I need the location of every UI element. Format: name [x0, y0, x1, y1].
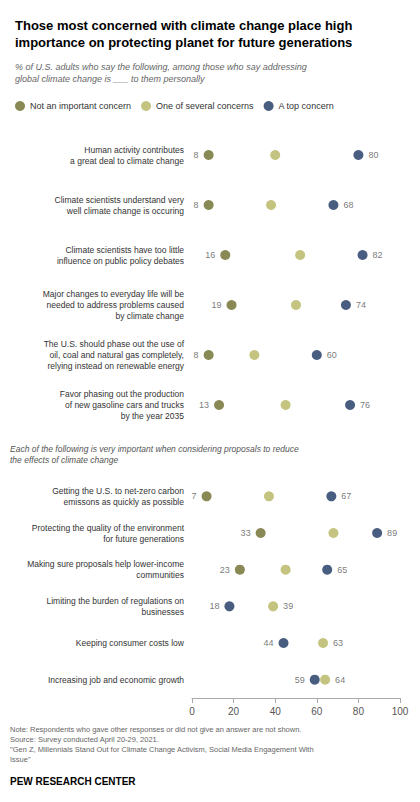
svg-text:Major changes to everyday life: Major changes to everyday life will be [43, 289, 185, 299]
svg-text:Protecting the quality of the: Protecting the quality of the environmen… [32, 523, 185, 533]
svg-text:68: 68 [343, 200, 353, 210]
svg-text:33: 33 [241, 528, 251, 538]
svg-text:Making sure proposals help low: Making sure proposals help lower-income [27, 559, 184, 569]
svg-text:businesses: businesses [141, 607, 184, 617]
svg-text:60: 60 [327, 350, 337, 360]
svg-text:80: 80 [368, 150, 378, 160]
svg-text:Climate scientists have too li: Climate scientists have too little [65, 245, 184, 255]
svg-text:7: 7 [192, 491, 197, 501]
svg-text:76: 76 [360, 400, 370, 410]
svg-text:8: 8 [194, 150, 199, 160]
svg-text:8: 8 [194, 200, 199, 210]
svg-text:16: 16 [205, 250, 215, 260]
svg-text:well climate change is occurin: well climate change is occuring [66, 206, 184, 216]
svg-text:a great deal to climate change: a great deal to climate change [70, 156, 184, 166]
svg-text:the effects of climate change: the effects of climate change [10, 455, 118, 465]
svg-text:Favor phasing out the producti: Favor phasing out the production [60, 389, 185, 399]
svg-text:needed to address problems cau: needed to address problems caused [46, 300, 184, 310]
svg-text:80: 80 [353, 706, 365, 717]
svg-text:Issue": Issue" [10, 755, 31, 764]
svg-text:Not an important concern: Not an important concern [30, 101, 131, 111]
svg-text:Getting the U.S. to net-zero c: Getting the U.S. to net-zero carbon [52, 486, 184, 496]
svg-text:23: 23 [220, 565, 230, 575]
svg-text:0: 0 [189, 706, 195, 717]
svg-text:64: 64 [335, 675, 345, 685]
svg-text:40: 40 [270, 706, 282, 717]
svg-text:89: 89 [387, 528, 397, 538]
svg-text:Source: Survey conducted April: Source: Survey conducted April 20-29, 20… [10, 735, 159, 744]
svg-text:Increasing job and economic gr: Increasing job and economic growth [48, 675, 184, 685]
svg-text:% of U.S. adults who say the f: % of U.S. adults who say the following, … [15, 62, 307, 72]
svg-text:Climate scientists understand: Climate scientists understand very [55, 195, 185, 205]
svg-text:Keeping consumer costs low: Keeping consumer costs low [76, 638, 185, 648]
svg-text:by the year 2035: by the year 2035 [121, 411, 185, 421]
svg-text:for future generations: for future generations [103, 534, 184, 544]
svg-text:65: 65 [337, 565, 347, 575]
svg-text:relying instead on renewable e: relying instead on renewable energy [47, 361, 184, 371]
svg-text:PEW RESEARCH CENTER: PEW RESEARCH CENTER [10, 776, 136, 787]
svg-text:The U.S. should phase out the: The U.S. should phase out the use of [44, 339, 185, 349]
svg-text:100: 100 [392, 706, 409, 717]
svg-text:by climate change: by climate change [115, 311, 184, 321]
svg-text:communities: communities [136, 570, 184, 580]
svg-text:"Gen Z, Millennials Stand Out: "Gen Z, Millennials Stand Out for Climat… [10, 745, 314, 754]
svg-text:global climate change is ___ t: global climate change is ___ to them per… [15, 74, 205, 84]
svg-text:18: 18 [209, 601, 219, 611]
svg-text:13: 13 [199, 400, 209, 410]
svg-text:oil, coal and natural gas comp: oil, coal and natural gas completely, [49, 350, 184, 360]
svg-text:82: 82 [373, 250, 383, 260]
svg-text:59: 59 [295, 675, 305, 685]
svg-text:60: 60 [311, 706, 323, 717]
svg-text:Note: Respondents who gave oth: Note: Respondents who gave other respons… [10, 725, 301, 734]
svg-text:A top concern: A top concern [279, 101, 334, 111]
svg-text:8: 8 [194, 350, 199, 360]
svg-text:Limiting the burden of regulat: Limiting the burden of regulations on [46, 596, 184, 606]
svg-text:20: 20 [228, 706, 240, 717]
svg-text:Each of the following is very: Each of the following is very important … [10, 444, 299, 454]
svg-text:One of several concerns: One of several concerns [156, 101, 254, 111]
svg-text:63: 63 [333, 638, 343, 648]
svg-text:Those most concerned with clim: Those most concerned with climate change… [15, 18, 352, 33]
svg-text:emissons as quickly as possibl: emissons as quickly as possible [64, 497, 185, 507]
svg-text:Human activity contributes: Human activity contributes [84, 145, 184, 155]
svg-text:importance on protecting plane: importance on protecting planet for futu… [15, 35, 352, 50]
svg-text:44: 44 [264, 638, 274, 648]
svg-text:39: 39 [283, 601, 293, 611]
svg-text:19: 19 [212, 300, 222, 310]
svg-text:of new gasoline cars and truck: of new gasoline cars and trucks [65, 400, 184, 410]
svg-text:67: 67 [341, 491, 351, 501]
svg-text:influence on public policy deb: influence on public policy debates [57, 256, 184, 266]
svg-text:74: 74 [356, 300, 366, 310]
